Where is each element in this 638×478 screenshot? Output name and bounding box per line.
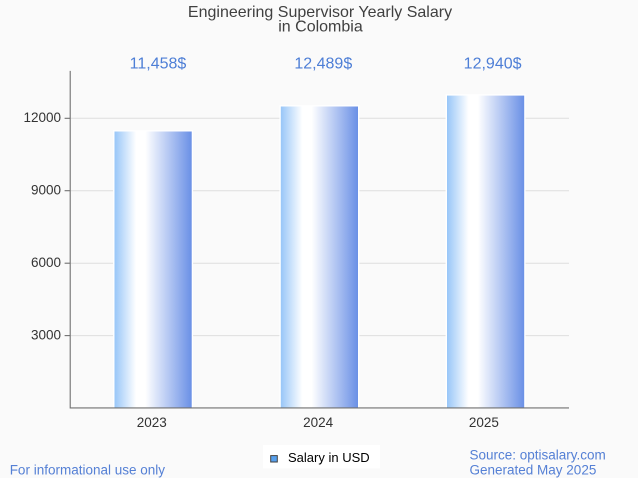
svg-text:Salary in USD: Salary in USD <box>288 450 370 465</box>
svg-text:2023: 2023 <box>137 415 167 430</box>
svg-text:3000: 3000 <box>31 327 61 342</box>
svg-text:9000: 9000 <box>31 182 61 197</box>
svg-text:12,940$: 12,940$ <box>464 55 522 72</box>
svg-text:12,489$: 12,489$ <box>294 55 352 72</box>
svg-text:12000: 12000 <box>23 110 61 125</box>
svg-text:11,458$: 11,458$ <box>130 55 187 72</box>
svg-text:Engineering Supervisor Yearly: Engineering Supervisor Yearly Salary <box>188 4 452 21</box>
svg-text:in Colombia: in Colombia <box>278 19 363 36</box>
svg-text:2024: 2024 <box>303 415 334 430</box>
svg-text:Generated May 2025: Generated May 2025 <box>470 462 597 477</box>
svg-text:6000: 6000 <box>31 255 61 270</box>
svg-text:Source: optisalary.com: Source: optisalary.com <box>470 448 606 463</box>
svg-text:2025: 2025 <box>469 415 499 430</box>
svg-text:For informational use only: For informational use only <box>10 463 166 478</box>
